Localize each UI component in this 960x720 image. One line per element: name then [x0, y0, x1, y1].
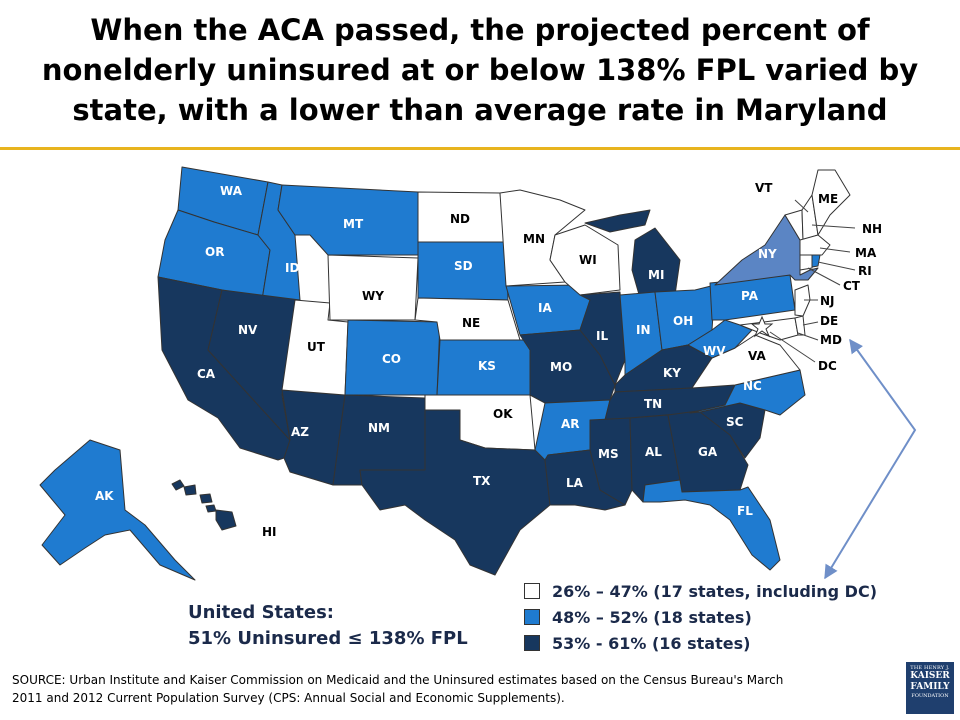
label-ND: ND: [450, 212, 470, 226]
state-HI[interactable]: [171, 479, 237, 531]
label-MI: MI: [648, 268, 664, 282]
label-NM: NM: [368, 421, 390, 435]
legend-swatch-low: [524, 583, 540, 599]
dc-star-icon: [750, 315, 774, 338]
state-WI[interactable]: [549, 224, 621, 296]
label-SC: SC: [726, 415, 744, 429]
label-DC: DC: [818, 359, 837, 373]
source-note: SOURCE: Urban Institute and Kaiser Commi…: [12, 673, 784, 705]
state-NJ[interactable]: [794, 284, 811, 317]
label-AZ: AZ: [291, 425, 309, 439]
legend-label-mid: 48% – 52% (18 states): [552, 607, 752, 627]
legend: 26% – 47% (17 states, including DC) 48% …: [524, 578, 877, 656]
label-NY: NY: [758, 247, 777, 261]
label-AL: AL: [645, 445, 662, 459]
state-AK[interactable]: [39, 439, 196, 581]
legend-label-high: 53% - 61% (16 states): [552, 633, 751, 653]
label-NJ: NJ: [820, 294, 835, 308]
label-AK: AK: [95, 489, 114, 503]
legend-swatch-mid: [524, 609, 540, 625]
md-pointer-arrow: [824, 338, 917, 580]
label-SD: SD: [454, 259, 473, 273]
label-VT: VT: [755, 181, 773, 195]
label-TX: TX: [473, 474, 491, 488]
legend-swatch-high: [524, 635, 540, 651]
label-MT: MT: [343, 217, 364, 231]
label-TN: TN: [644, 397, 662, 411]
label-GA: GA: [698, 445, 718, 459]
legend-item-high: 53% - 61% (16 states): [524, 630, 877, 656]
kff-logo: THE HENRY J. KAISER FAMILY FOUNDATION: [906, 662, 954, 714]
state-TX[interactable]: [359, 409, 551, 576]
label-OH: OH: [673, 314, 693, 328]
label-MD: MD: [820, 333, 842, 347]
state-RI[interactable]: [811, 254, 821, 268]
label-MN: MN: [523, 232, 545, 246]
us-summary: United States: 51% Uninsured ≤ 138% FPL: [188, 600, 468, 652]
label-KY: KY: [663, 366, 681, 380]
label-CT: CT: [843, 279, 861, 293]
state-CT[interactable]: [799, 254, 813, 271]
page-title: When the ACA passed, the projected perce…: [41, 13, 919, 127]
label-PA: PA: [741, 289, 759, 303]
label-RI: RI: [858, 264, 872, 278]
title-divider: [0, 147, 960, 150]
state-NC[interactable]: [689, 369, 806, 416]
label-NC: NC: [743, 379, 762, 393]
label-MO: MO: [550, 360, 572, 374]
label-IL: IL: [596, 329, 608, 343]
label-MS: MS: [598, 447, 619, 461]
label-CO: CO: [382, 352, 401, 366]
label-VA: VA: [748, 349, 766, 363]
label-CA: CA: [197, 367, 216, 381]
us-summary-line2: 51% Uninsured ≤ 138% FPL: [188, 628, 468, 649]
label-OK: OK: [493, 407, 513, 421]
label-WV: WV: [703, 344, 726, 358]
label-MA: MA: [855, 246, 877, 260]
label-WY: WY: [362, 289, 384, 303]
label-FL: FL: [737, 504, 753, 518]
state-WY[interactable]: [327, 254, 419, 321]
label-IN: IN: [636, 323, 651, 337]
label-OR: OR: [205, 245, 224, 259]
legend-label-low: 26% – 47% (17 states, including DC): [552, 581, 878, 601]
label-NE: NE: [462, 316, 480, 330]
state-NY[interactable]: [714, 214, 819, 286]
label-NV: NV: [238, 323, 258, 337]
label-IA: IA: [538, 301, 552, 315]
state-MA[interactable]: [799, 234, 831, 256]
label-ID: ID: [285, 261, 299, 275]
state-MD[interactable]: [739, 317, 799, 341]
label-WA: WA: [220, 184, 243, 198]
label-AR: AR: [561, 417, 580, 431]
state-FL[interactable]: [642, 479, 781, 571]
label-HI: HI: [262, 525, 277, 539]
label-KS: KS: [478, 359, 496, 373]
label-ME: ME: [818, 192, 838, 206]
label-WI: WI: [579, 253, 597, 267]
label-LA: LA: [566, 476, 584, 490]
legend-item-low: 26% – 47% (17 states, including DC): [524, 578, 877, 604]
label-NH: NH: [862, 222, 882, 236]
label-DE: DE: [820, 314, 838, 328]
us-summary-line1: United States:: [188, 602, 335, 623]
label-UT: UT: [307, 340, 326, 354]
legend-item-mid: 48% – 52% (18 states): [524, 604, 877, 630]
us-map: WA OR CA ID NV AZ UT MT WY CO NM ND SD N…: [39, 166, 917, 581]
